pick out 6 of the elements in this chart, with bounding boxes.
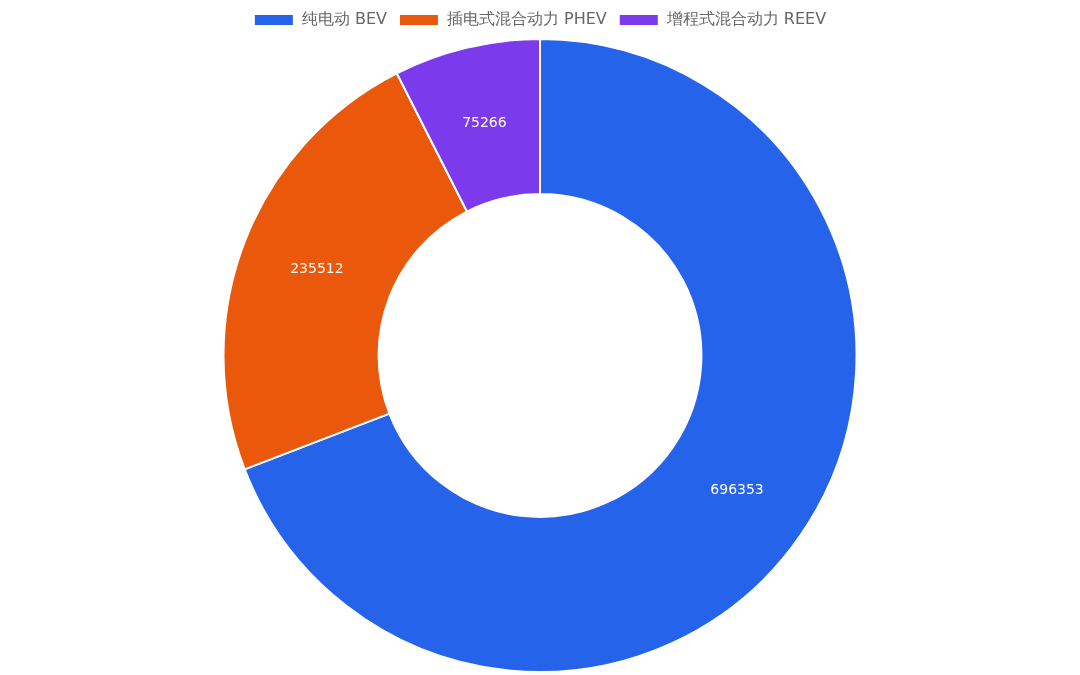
- legend-label: 插电式混合动力 PHEV: [446, 9, 607, 29]
- legend-label: 增程式混合动力 REEV: [665, 9, 827, 29]
- data-label: 235512: [290, 260, 344, 277]
- legend-label: 纯电动 BEV: [301, 9, 388, 29]
- data-label: 696353: [710, 481, 764, 498]
- data-label: 75266: [462, 113, 507, 130]
